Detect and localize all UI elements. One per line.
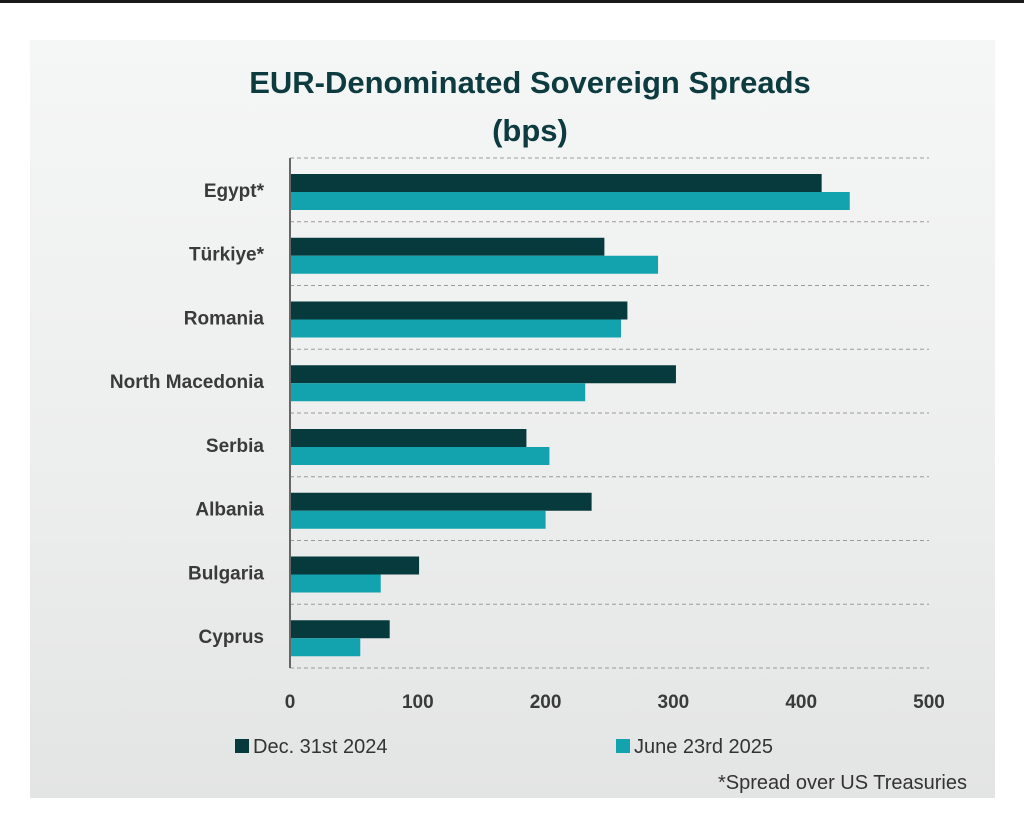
x-tick-label: 300 [658,692,690,713]
bar-jun-2025 [290,319,622,338]
bar-dec-2024 [290,492,592,511]
x-tick-label: 200 [530,692,562,713]
x-tick-label: 500 [913,692,945,713]
bar-jun-2025 [290,447,550,465]
legend-label-dec-2024: Dec. 31st 2024 [253,736,388,758]
bar-jun-2025 [290,192,850,210]
bar-jun-2025 [290,255,659,274]
bar-jun-2025 [290,574,381,593]
x-tick-label: 100 [402,692,434,713]
category-label: Egypt* [204,181,265,202]
bar-dec-2024 [290,237,605,256]
category-label: Bulgaria [188,563,264,584]
top-border [0,0,1024,3]
bar-jun-2025 [290,383,586,402]
bar-dec-2024 [290,620,390,639]
category-label: North Macedonia [110,372,265,393]
chart-title: EUR-Denominated Sovereign Spreads [249,65,811,100]
legend-swatch-jun-2025 [616,739,630,753]
bar-dec-2024 [290,174,822,192]
category-label: Albania [195,500,264,521]
bar-dec-2024 [290,301,628,320]
chart-panel [30,40,995,798]
bar-jun-2025 [290,638,361,657]
bar-dec-2024 [290,365,676,384]
category-label: Romania [184,308,265,329]
chart-subtitle: (bps) [492,113,568,148]
category-label: Serbia [206,436,265,457]
category-label: Türkiye* [189,245,265,266]
legend-label-jun-2025: June 23rd 2025 [634,736,773,758]
x-tick-label: 400 [785,692,817,713]
bar-dec-2024 [290,429,527,447]
bar-dec-2024 [290,556,420,575]
category-label: Cyprus [199,627,264,648]
x-tick-label: 0 [285,692,296,713]
footnote: *Spread over US Treasuries [718,772,967,794]
bar-jun-2025 [290,510,546,529]
legend-swatch-dec-2024 [235,739,249,753]
